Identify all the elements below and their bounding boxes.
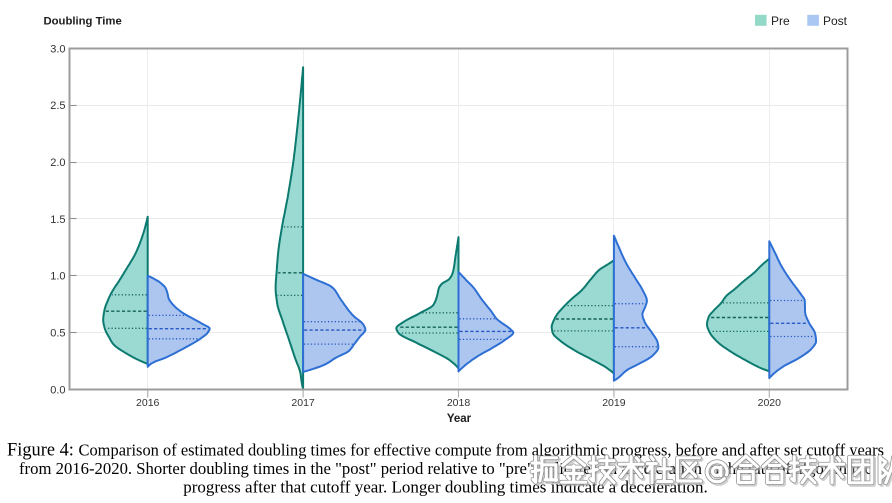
svg-text:2019: 2019 (602, 397, 626, 409)
svg-text:3.0: 3.0 (50, 43, 65, 55)
svg-text:Figure 4: Comparison of estima: Figure 4: Comparison of estimated doubli… (7, 440, 884, 461)
svg-text:0.5: 0.5 (50, 328, 65, 340)
svg-text:0.0: 0.0 (50, 384, 65, 396)
svg-text:Post: Post (823, 14, 848, 28)
svg-text:2.0: 2.0 (50, 157, 65, 169)
svg-text:2018: 2018 (447, 397, 471, 409)
svg-text:2016: 2016 (136, 397, 160, 409)
svg-text:Pre: Pre (771, 14, 790, 28)
svg-text:1.5: 1.5 (50, 214, 65, 226)
svg-text:1.0: 1.0 (50, 271, 65, 283)
svg-text:Year: Year (447, 413, 472, 425)
svg-text:2020: 2020 (758, 397, 782, 409)
svg-text:Doubling Time: Doubling Time (44, 15, 122, 27)
svg-text:2.5: 2.5 (50, 100, 65, 112)
svg-text:2017: 2017 (291, 397, 315, 409)
